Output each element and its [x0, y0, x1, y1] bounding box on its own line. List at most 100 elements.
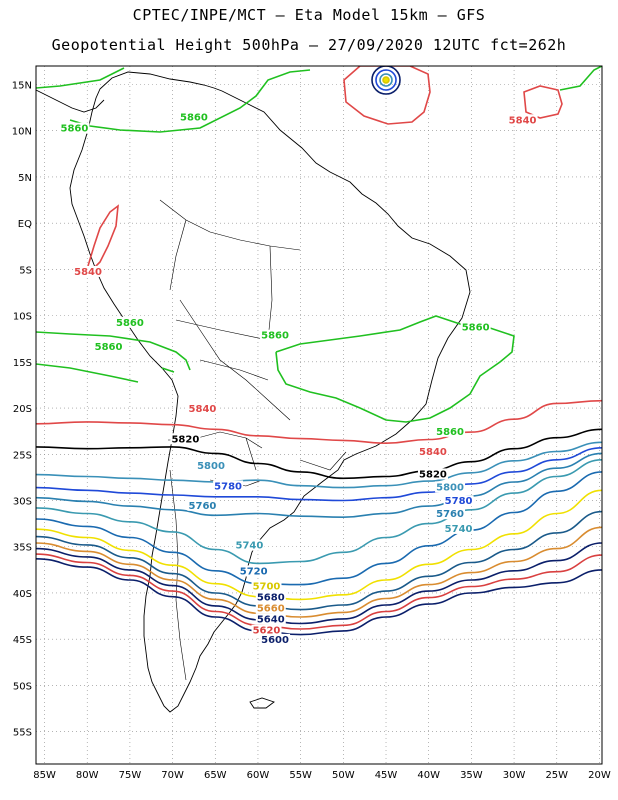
contour-line-5820	[36, 428, 602, 480]
contour-line-5620	[36, 553, 602, 630]
contour-label-bg	[187, 402, 218, 414]
contour-label-bg	[73, 265, 104, 277]
lon-tick-label: 40W	[417, 770, 440, 781]
contour-label-bg	[417, 468, 448, 480]
contour-label-bg	[255, 591, 286, 603]
contour-label: 5680	[257, 592, 285, 603]
lon-tick-label: 65W	[204, 770, 227, 781]
lon-tick-label: 50W	[332, 770, 355, 781]
lat-tick-label: 50S	[13, 681, 32, 692]
contour-line-5660	[36, 526, 602, 618]
contour-label-bg	[178, 111, 209, 123]
contour-label: 5800	[197, 461, 225, 472]
lat-tick-label: 25S	[13, 450, 32, 461]
lat-tick-label: 10S	[13, 312, 32, 323]
lon-tick-label: 55W	[289, 770, 312, 781]
contour-line-5700	[36, 489, 602, 601]
contour-label: 5780	[445, 496, 473, 507]
cyclone-ring-2	[375, 69, 397, 91]
lat-tick-label: 15S	[13, 358, 32, 369]
lat-tick-label: 10N	[12, 127, 32, 138]
contour-label-bg	[187, 499, 218, 511]
contour-label: 5740	[445, 524, 473, 535]
contour-line-5680	[36, 510, 602, 611]
contour-line-5780	[36, 447, 602, 502]
lon-tick-label: 45W	[375, 770, 398, 781]
contour-5840-atlantic	[523, 85, 563, 119]
chart-title-line-2: Geopotential Height 500hPa – 27/09/2020 …	[51, 36, 567, 54]
contour-label-bg	[417, 446, 448, 458]
cyclone-ring-3	[379, 73, 393, 87]
lon-tick-label: 20W	[588, 770, 611, 781]
lon-tick-label: 30W	[503, 770, 526, 781]
contour-label-bg	[260, 633, 291, 645]
contour-label-bg	[238, 565, 269, 577]
contour-label-bg	[435, 508, 466, 520]
contour-label-bg	[255, 602, 286, 614]
lat-tick-label: EQ	[18, 219, 32, 230]
lon-tick-label: 80W	[76, 770, 99, 781]
contour-label-bg	[507, 114, 538, 126]
contour-label: 5600	[261, 635, 289, 646]
contour-line-5640	[36, 542, 602, 625]
contour-label-bg	[170, 433, 201, 445]
lat-tick-label: 45S	[13, 635, 32, 646]
contour-label: 5800	[436, 482, 464, 493]
contour-5860-central	[36, 315, 515, 423]
contour-label: 5760	[436, 509, 464, 520]
contour-label: 5860	[436, 427, 464, 438]
contour-label-bg	[251, 580, 282, 592]
contour-label-bg	[435, 425, 466, 437]
lon-tick-label: 85W	[33, 770, 56, 781]
lon-tick-label: 25W	[545, 770, 568, 781]
contour-label-bg	[443, 522, 474, 534]
contour-label: 5640	[257, 615, 285, 626]
contour-label: 5780	[214, 481, 242, 492]
lon-tick-label: 35W	[460, 770, 483, 781]
contour-label-bg	[460, 321, 491, 333]
lat-tick-label: 15N	[12, 80, 32, 91]
contour-5840-cyclone-outer	[343, 66, 431, 125]
lon-tick-label: 75W	[119, 770, 142, 781]
contour-label-bg	[435, 481, 466, 493]
contour-label: 5820	[171, 434, 199, 445]
contour-label: 5620	[253, 626, 281, 637]
contour-label: 5720	[240, 566, 268, 577]
contour-label: 5840	[419, 447, 447, 458]
contour-label-bg	[260, 329, 291, 341]
contour-label-bg	[251, 624, 282, 636]
lat-tick-label: 5N	[18, 173, 32, 184]
contour-line-5720	[36, 471, 602, 586]
plot-frame	[35, 65, 603, 765]
contour-label-bg	[114, 316, 145, 328]
contour-label-bg	[443, 495, 474, 507]
contour-label: 5740	[236, 541, 264, 552]
contour-line-5800	[36, 441, 602, 489]
central-america-coastline	[36, 89, 105, 113]
contour-label: 5860	[180, 113, 208, 124]
lat-tick-label: 30S	[13, 497, 32, 508]
contour-label: 5840	[509, 115, 537, 126]
lat-tick-label: 5S	[19, 265, 32, 276]
chart-title-line-1: CPTEC/INPE/MCT – Eta Model 15km – GFS	[132, 6, 486, 24]
contour-label: 5840	[74, 267, 102, 278]
lon-tick-label: 70W	[161, 770, 184, 781]
contour-label-bg	[93, 340, 124, 352]
lat-tick-label: 40S	[13, 589, 32, 600]
cyclone-core	[382, 76, 390, 84]
contour-label: 5860	[462, 322, 490, 333]
south-america-coastline	[69, 71, 471, 713]
lat-tick-label: 35S	[13, 543, 32, 554]
contour-label: 5860	[60, 124, 88, 135]
contour-label: 5700	[253, 581, 281, 592]
falkland-islands	[249, 697, 275, 709]
contour-line-5760	[36, 452, 602, 519]
contour-label: 5840	[189, 404, 217, 415]
contour-label: 5660	[257, 603, 285, 614]
contour-label-bg	[196, 460, 227, 472]
contour-label: 5860	[116, 318, 144, 329]
contour-label-bg	[59, 122, 90, 134]
contour-line-5840	[36, 399, 602, 445]
plot-area	[36, 66, 602, 764]
